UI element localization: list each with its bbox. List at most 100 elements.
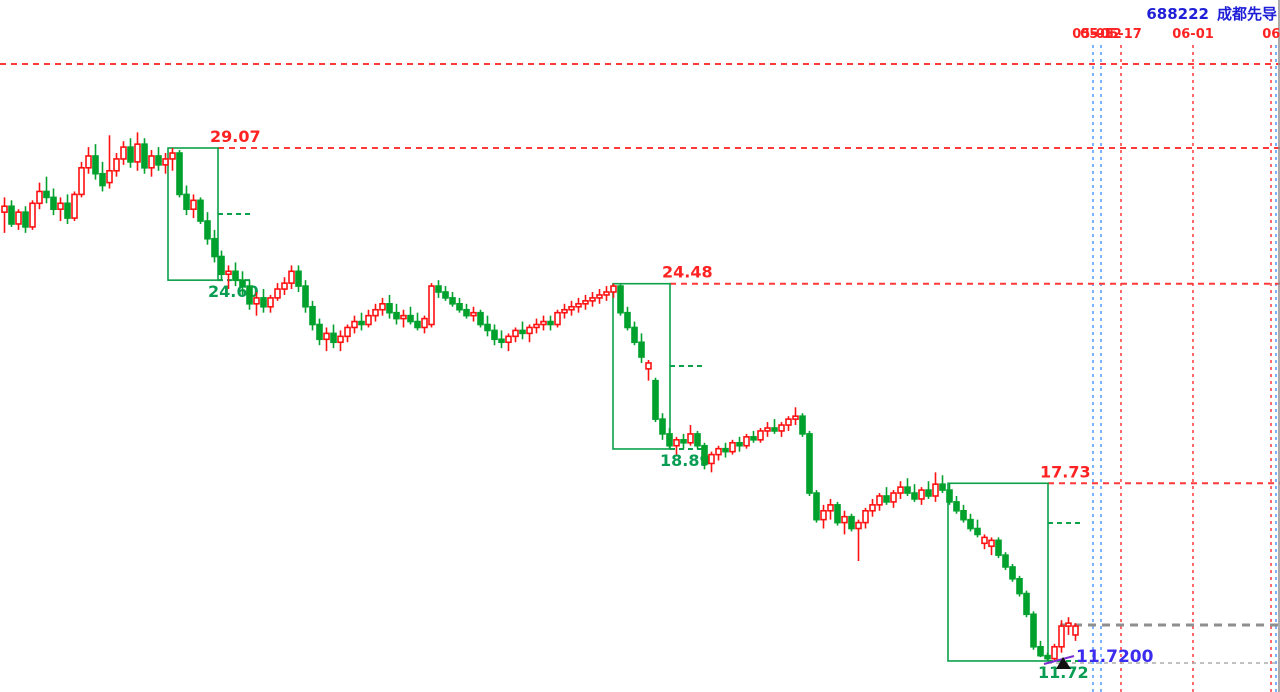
candle-body [547, 320, 554, 326]
candle-body [218, 255, 225, 276]
candle-body [407, 314, 414, 323]
candle-body [78, 167, 85, 196]
date-label: 06- [1262, 27, 1280, 42]
candle-body [232, 270, 239, 281]
candle-body [673, 439, 680, 447]
candle-body [36, 190, 43, 205]
candle-body [295, 270, 302, 287]
candle-body [288, 270, 295, 284]
low-leader-line [1043, 655, 1075, 665]
candle-body [323, 332, 330, 341]
price-label-top: 29.07 [210, 127, 261, 146]
date-label: 05-12 [1080, 27, 1122, 42]
candle-body [757, 430, 764, 441]
candle-body [715, 447, 722, 456]
candle-body [1016, 577, 1023, 595]
candle-body [337, 335, 344, 344]
candle-body [8, 205, 15, 225]
candle-body [596, 294, 603, 299]
stock-name: 成都先导 [1216, 5, 1277, 23]
candle-body [57, 202, 64, 211]
candle-body [785, 418, 792, 426]
candle-body [876, 495, 883, 506]
candle-body [890, 492, 897, 503]
candle-body [988, 539, 995, 548]
candle-body [953, 501, 960, 512]
candle-body [183, 193, 190, 211]
candle-body [582, 300, 589, 305]
candle-body [92, 155, 99, 175]
candle-body [827, 504, 834, 512]
candle-body [99, 172, 106, 187]
date-label: 05-05 [1072, 27, 1114, 42]
candle-body [631, 326, 638, 344]
candle-body [848, 515, 855, 530]
candle-body [736, 441, 743, 447]
candle-body [43, 190, 50, 199]
candle-body [932, 483, 939, 497]
candle-body [197, 199, 204, 222]
candle-body [85, 155, 92, 169]
price-label-bottom: 18.89 [660, 451, 711, 470]
candle-body [533, 323, 540, 329]
candle-body [750, 436, 757, 441]
candle-body [554, 311, 561, 326]
candle-body [505, 335, 512, 344]
candle-body [610, 285, 617, 293]
candle-body [204, 220, 211, 240]
candle-body [386, 303, 393, 314]
candle-body [1065, 622, 1072, 627]
price-label-bottom: 24.60 [208, 282, 259, 301]
candle-body [260, 297, 267, 308]
candle-body [358, 320, 365, 326]
candle-body [22, 211, 29, 228]
candle-body [659, 418, 666, 435]
candle-body [155, 155, 162, 166]
candle-body [239, 279, 246, 287]
price-label-top: 24.48 [662, 263, 713, 282]
candle-body [1037, 645, 1044, 657]
candle-body [820, 509, 827, 521]
candle-body [176, 152, 183, 196]
candle-body [106, 169, 113, 184]
candle-body [603, 291, 610, 296]
candle-body [449, 297, 456, 305]
low-price-label: 11.7200 [1076, 647, 1154, 667]
candle-body [169, 152, 176, 160]
candle-body [1030, 613, 1037, 648]
candle-body [540, 320, 547, 326]
stock-title: 688222 成都先导 [1146, 3, 1277, 24]
candle-body [568, 305, 575, 311]
candle-body [925, 489, 932, 497]
candle-body [253, 297, 260, 305]
candle-body [771, 427, 778, 432]
up-triangle-marker [1056, 657, 1071, 669]
candle-body [862, 509, 869, 524]
candle-body [645, 362, 652, 370]
candle-body [330, 332, 337, 344]
candle-body [729, 441, 736, 453]
stock-code: 688222 [1146, 5, 1209, 23]
candle-body [344, 326, 351, 338]
candle-body [456, 303, 463, 311]
candle-body [302, 285, 309, 308]
candle-body [393, 311, 400, 320]
candle-body [1058, 625, 1065, 648]
candle-body [484, 323, 491, 332]
candle-body [834, 504, 841, 524]
candle-body [211, 237, 218, 258]
candle-body [918, 489, 925, 500]
candle-body [666, 433, 673, 447]
candle-body [638, 341, 645, 358]
candle-body [911, 492, 918, 500]
candle-body [687, 433, 694, 444]
candle-body [64, 202, 71, 219]
candle-body [442, 291, 449, 299]
candle-body [421, 317, 428, 329]
candle-body [792, 415, 799, 420]
candle-body [379, 303, 386, 311]
candle-body [351, 320, 358, 329]
candle-body [246, 285, 253, 305]
candle-body [498, 338, 505, 344]
